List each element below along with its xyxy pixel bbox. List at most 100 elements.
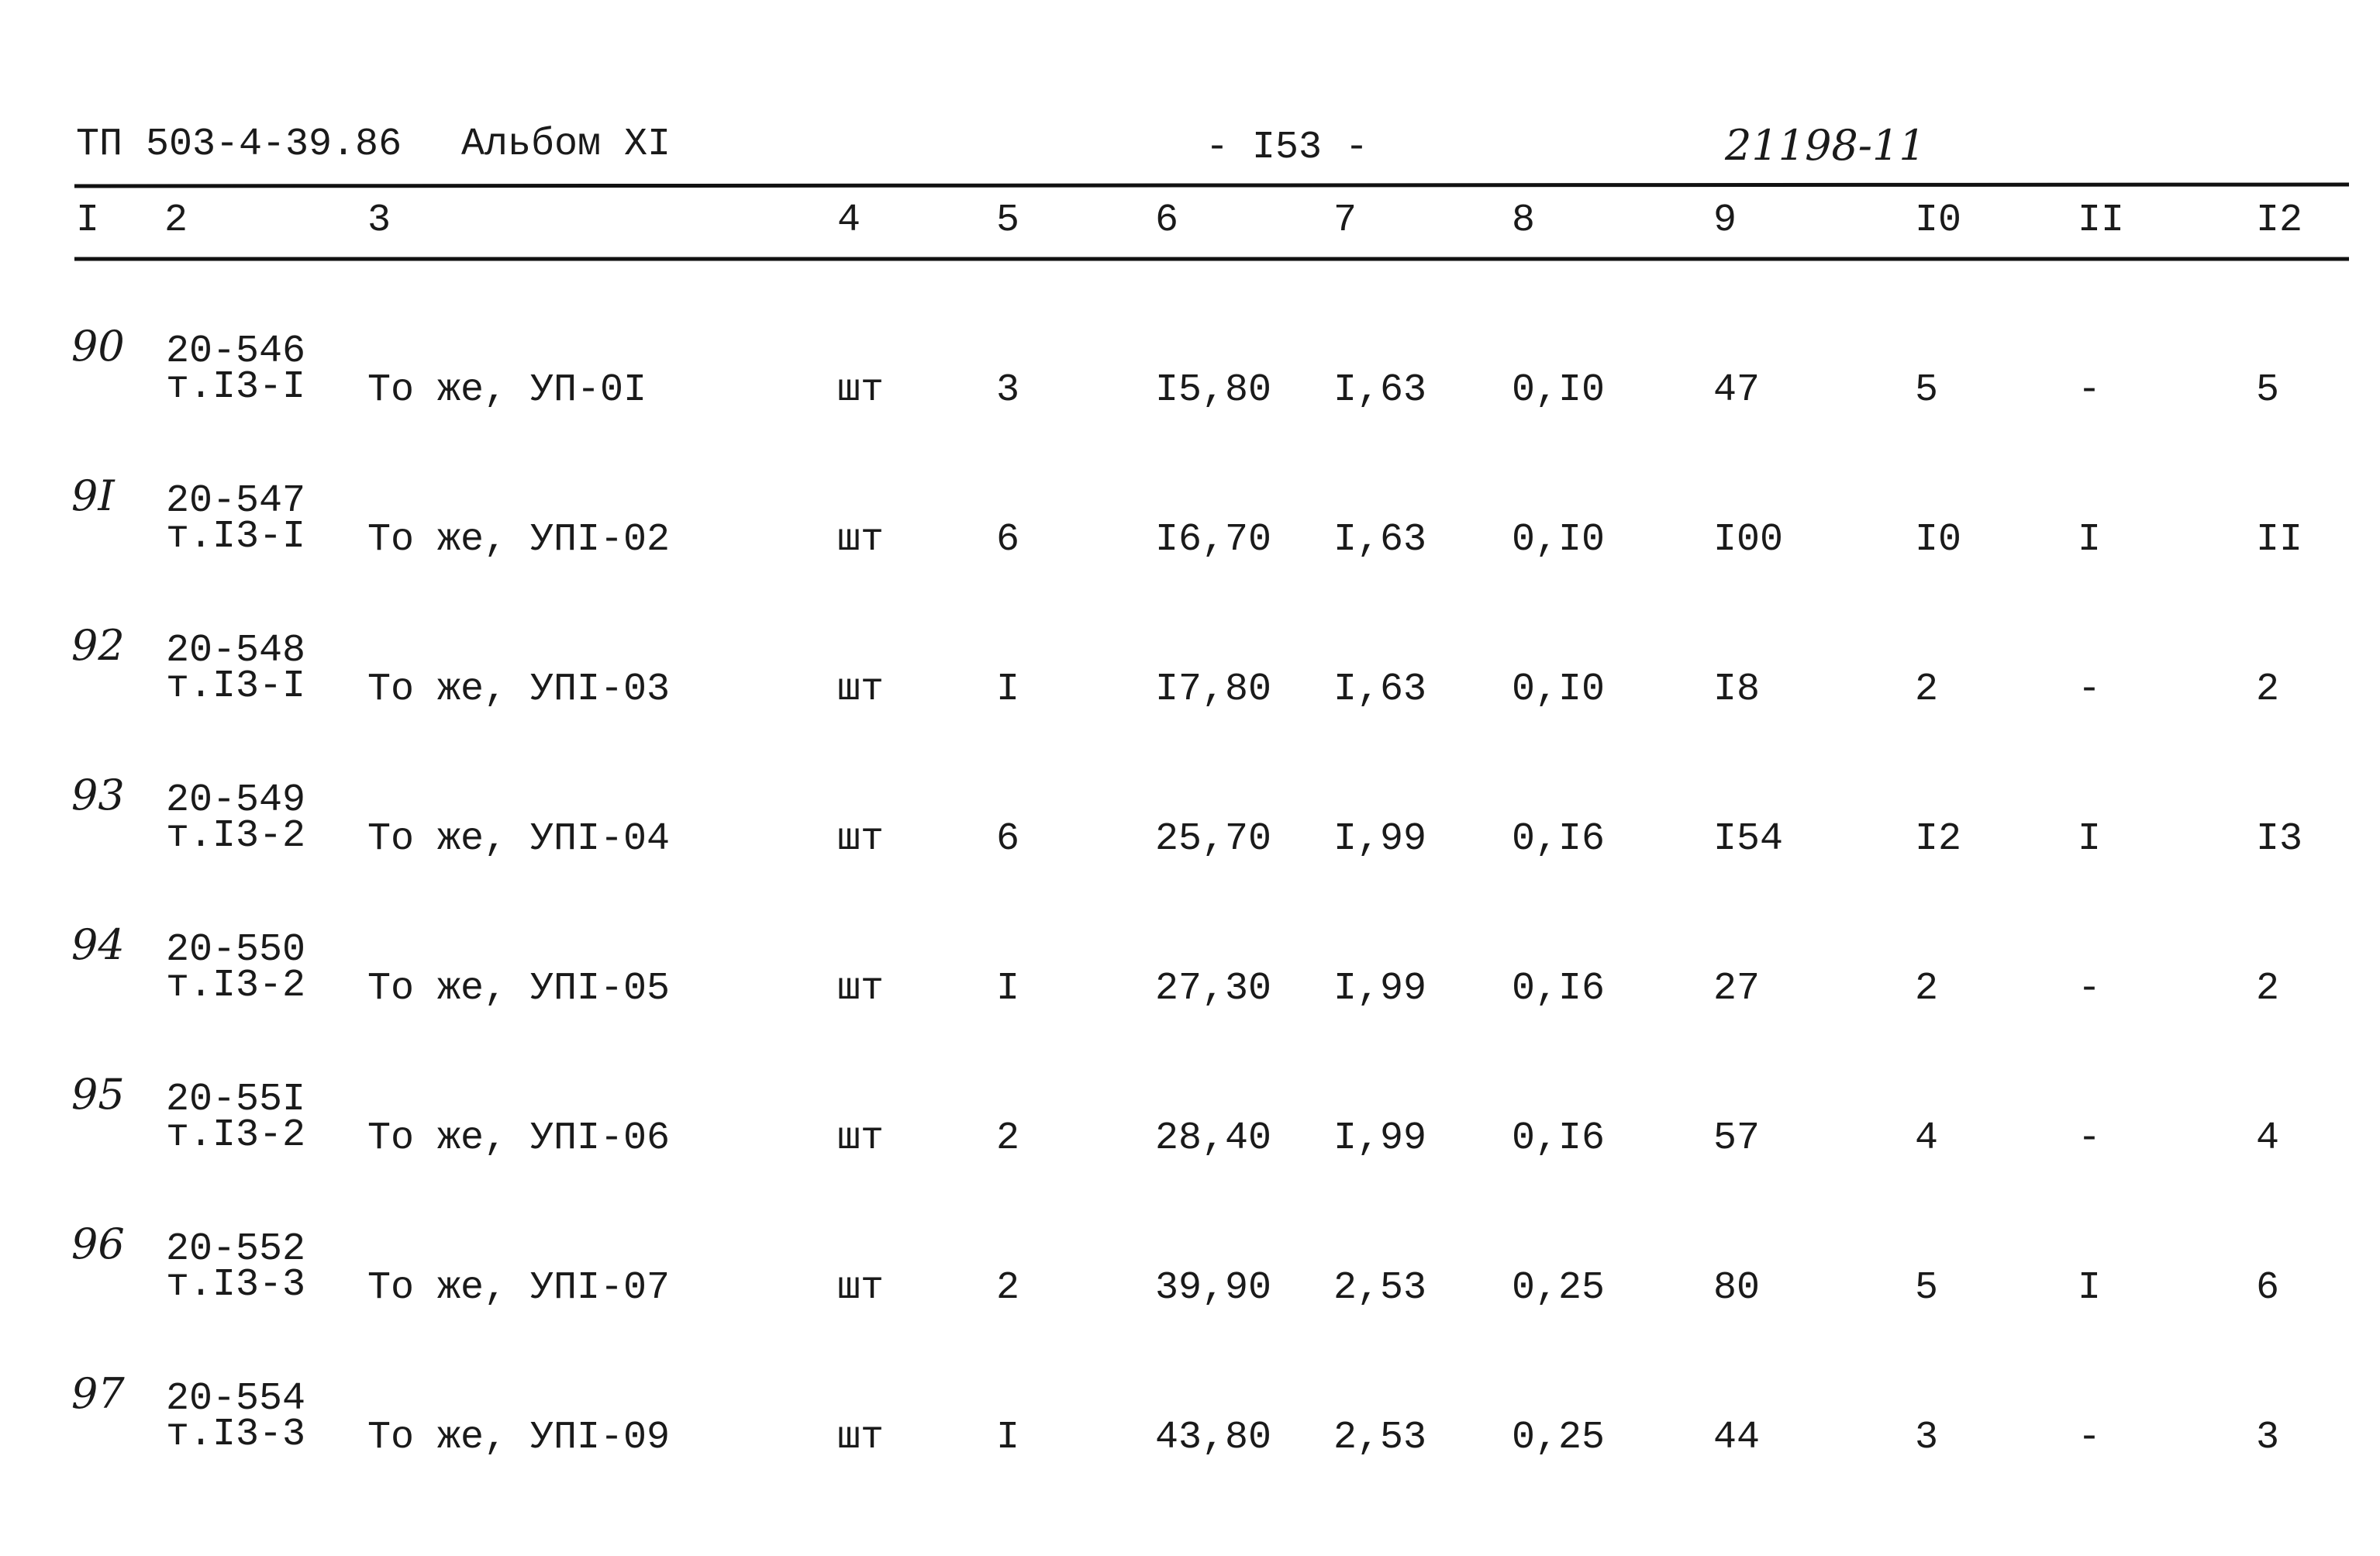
cell: 2	[2256, 967, 2279, 1011]
top-rule	[74, 182, 2350, 188]
cell: 2	[1915, 668, 1938, 712]
item-ref: т.I3-2	[166, 814, 305, 858]
cell: 5	[1915, 1266, 1938, 1310]
row-number: 93	[71, 771, 125, 819]
cell: I2	[1915, 817, 1961, 861]
cell: I,63	[1333, 368, 1426, 412]
item-code: 20-549	[166, 778, 305, 823]
cell: I,99	[1333, 967, 1426, 1011]
cell: 3	[1915, 1416, 1938, 1460]
cell: 0,I0	[1512, 668, 1605, 712]
cell: То же, УП-0I	[367, 368, 647, 412]
doc-code: 21198-11	[1724, 121, 1926, 170]
column-header: 8	[1512, 198, 1535, 243]
cell: шт	[837, 967, 884, 1011]
cell: I,99	[1333, 1116, 1426, 1161]
cell: I54	[1713, 817, 1783, 861]
cell: I0	[1915, 518, 1961, 562]
cell: То же, УПI-06	[367, 1116, 670, 1161]
cell: I,63	[1333, 668, 1426, 712]
cell: шт	[837, 817, 884, 861]
cell: I	[996, 1416, 1019, 1460]
cell: -	[2078, 368, 2101, 412]
cell: шт	[837, 668, 884, 712]
cell: 6	[996, 518, 1019, 562]
cell: I	[996, 668, 1019, 712]
item-code: 20-546	[166, 329, 305, 374]
cell: I6,70	[1155, 518, 1271, 562]
cell: I8	[1713, 668, 1760, 712]
item-code: 20-552	[166, 1227, 305, 1271]
item-code: 20-550	[166, 928, 305, 972]
cell: 0,I0	[1512, 368, 1605, 412]
cell: шт	[837, 1116, 884, 1161]
cell: шт	[837, 368, 884, 412]
cell: 47	[1713, 368, 1760, 412]
row-number: 92	[71, 621, 125, 670]
cell: 39,90	[1155, 1266, 1271, 1310]
item-code: 20-55I	[166, 1078, 305, 1122]
cell: 2	[996, 1266, 1019, 1310]
item-code: 20-548	[166, 629, 305, 673]
column-header: I	[76, 198, 99, 243]
cell: 6	[2256, 1266, 2279, 1310]
cell: 2,53	[1333, 1266, 1426, 1310]
item-ref: т.I3-I	[166, 365, 305, 409]
item-ref: т.I3-2	[166, 964, 305, 1008]
cell: -	[2078, 1416, 2101, 1460]
cell: шт	[837, 518, 884, 562]
cell: 0,I6	[1512, 967, 1605, 1011]
column-header: 4	[837, 198, 861, 243]
cell: 5	[1915, 368, 1938, 412]
cell: I	[2078, 817, 2101, 861]
cell: -	[2078, 1116, 2101, 1161]
column-header: I0	[1915, 198, 1961, 243]
item-ref: т.I3-I	[166, 664, 305, 709]
cell: 0,25	[1512, 1416, 1605, 1460]
cell: -	[2078, 668, 2101, 712]
cell: I	[2078, 518, 2101, 562]
cell: 4	[1915, 1116, 1938, 1161]
cell: шт	[837, 1266, 884, 1310]
cell: То же, УПI-04	[367, 817, 670, 861]
item-code: 20-554	[166, 1377, 305, 1421]
item-ref: т.I3-2	[166, 1113, 305, 1158]
column-header: I2	[2256, 198, 2302, 243]
cell: 44	[1713, 1416, 1760, 1460]
cell: шт	[837, 1416, 884, 1460]
cell: 3	[2256, 1416, 2279, 1460]
column-header: 2	[164, 198, 188, 243]
cell: 80	[1713, 1266, 1760, 1310]
row-number: 96	[71, 1220, 125, 1268]
cell: I3	[2256, 817, 2302, 861]
cell: -	[2078, 967, 2101, 1011]
cell: I,63	[1333, 518, 1426, 562]
cell: 28,40	[1155, 1116, 1271, 1161]
cell: I5,80	[1155, 368, 1271, 412]
cell: I,99	[1333, 817, 1426, 861]
column-header: 9	[1713, 198, 1737, 243]
row-number: 95	[71, 1070, 125, 1119]
cell: 4	[2256, 1116, 2279, 1161]
item-code: 20-547	[166, 479, 305, 523]
cell: 43,80	[1155, 1416, 1271, 1460]
cell: То же, УПI-02	[367, 518, 670, 562]
doc-id: ТП 503-4-39.86	[76, 122, 402, 167]
cell: 6	[996, 817, 1019, 861]
column-header: II	[2078, 198, 2124, 243]
cell: 25,70	[1155, 817, 1271, 861]
row-number: 9I	[71, 471, 116, 520]
cell: 27	[1713, 967, 1760, 1011]
column-header: 6	[1155, 198, 1178, 243]
cell: 2	[2256, 668, 2279, 712]
cell: 0,I0	[1512, 518, 1605, 562]
cell: То же, УПI-07	[367, 1266, 670, 1310]
item-ref: т.I3-3	[166, 1263, 305, 1307]
page-number: - I53 -	[1206, 126, 1368, 170]
column-header: 7	[1333, 198, 1357, 243]
cell: 2	[1915, 967, 1938, 1011]
cell: I	[996, 967, 1019, 1011]
row-number: 97	[71, 1369, 125, 1418]
cell: То же, УПI-09	[367, 1416, 670, 1460]
